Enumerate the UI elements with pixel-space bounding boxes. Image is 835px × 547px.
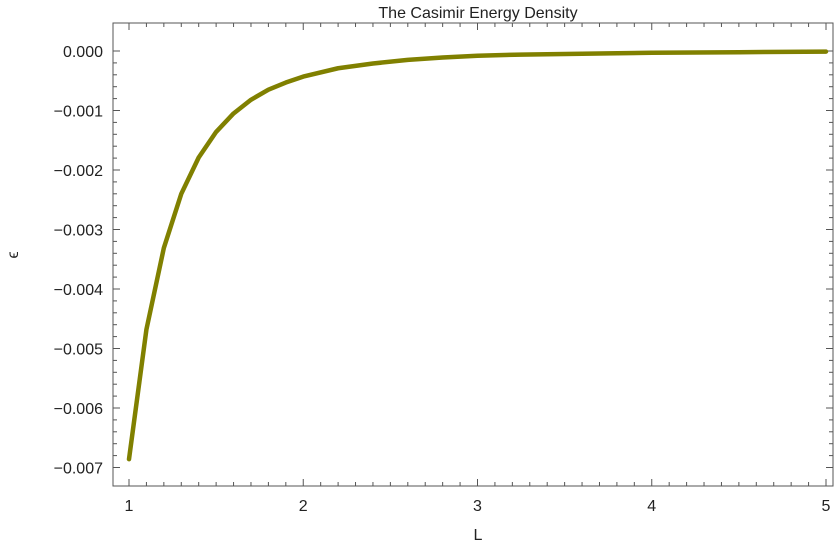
y-tick-label: −0.002 bbox=[54, 163, 103, 180]
x-tick-label: 2 bbox=[299, 498, 308, 515]
chart-title: The Casimir Energy Density bbox=[378, 5, 577, 22]
plot-frame bbox=[112, 22, 834, 487]
y-tick-label: −0.003 bbox=[54, 223, 103, 240]
x-axis-label: L bbox=[474, 527, 483, 544]
y-tick-label: 0.000 bbox=[63, 44, 103, 61]
x-axis-tick-labels: 1 2 3 4 5 bbox=[125, 498, 831, 515]
x-tick-label: 1 bbox=[125, 498, 134, 515]
series-line bbox=[126, 49, 829, 462]
y-tick-label: −0.004 bbox=[54, 282, 103, 299]
x-tick-label: 3 bbox=[473, 498, 482, 515]
series-layer bbox=[126, 49, 829, 462]
y-tick-label: −0.007 bbox=[54, 461, 103, 478]
y-tick-label: −0.005 bbox=[54, 342, 103, 359]
y-axis-ticks bbox=[113, 50, 833, 468]
x-tick-label: 4 bbox=[647, 498, 656, 515]
x-axis-ticks bbox=[128, 23, 827, 486]
y-axis-label: ϵ bbox=[5, 251, 22, 258]
x-tick-label: 5 bbox=[822, 498, 831, 515]
y-axis-tick-labels: 0.000 −0.001 −0.002 −0.003 −0.004 −0.005 −0.00… bbox=[54, 44, 103, 478]
y-tick-label: −0.006 bbox=[54, 401, 103, 418]
y-tick-label: −0.001 bbox=[54, 104, 103, 121]
